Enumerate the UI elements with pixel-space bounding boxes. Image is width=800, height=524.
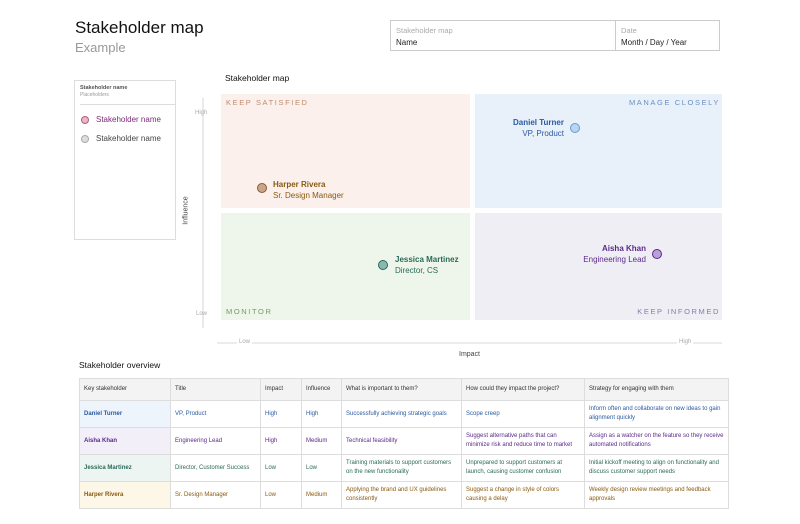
stakeholder-point[interactable] (652, 249, 662, 259)
table-cell: Sr. Design Manager (170, 481, 261, 509)
stakeholder-label: Harper Rivera Sr. Design Manager (273, 179, 344, 201)
axis-label: Low (196, 311, 208, 317)
legend-dot (81, 115, 89, 124)
page-subtitle: Example (75, 40, 126, 55)
info-cell: Date Month / Day / Year (616, 21, 719, 50)
legend-subtitle: Placeholders (80, 92, 175, 105)
overview-title: Stakeholder overview (79, 360, 161, 370)
table-cell: High (301, 400, 342, 428)
table-cell: Engineering Lead (170, 427, 261, 455)
legend-dot (81, 134, 89, 143)
column-header: How could they impact the project? (461, 378, 585, 401)
table-cell: Suggest alternative paths that can minim… (461, 427, 585, 455)
stakeholder-role: Engineering Lead (583, 255, 646, 264)
legend-panel: Stakeholder name Placeholders Stakeholde… (74, 80, 176, 240)
table-cell: High (260, 427, 302, 455)
stakeholder-name: Daniel Turner (513, 118, 564, 127)
quadrant-label: KEEP SATISFIED (226, 98, 309, 107)
stakeholder-role: Sr. Design Manager (273, 191, 344, 200)
axis-title: Impact (459, 351, 481, 358)
table-row: Harper Rivera Sr. Design Manager Low Medium… (79, 481, 729, 509)
stakeholder-cell: Daniel Turner (79, 400, 171, 428)
column-header: Key stakeholder (79, 378, 171, 401)
table-cell: Initial kickoff meeting to align on func… (584, 454, 729, 482)
quadrant (221, 213, 470, 320)
table-cell: VP, Product (170, 400, 261, 428)
info-value[interactable]: Month / Day / Year (621, 38, 687, 47)
table-cell: Unprepared to support customers at launc… (461, 454, 585, 482)
header-row: Key stakeholder Title Impact Influence What … (79, 378, 729, 401)
table-cell: Assign as a watcher on the feature so th… (584, 427, 729, 455)
stakeholder-cell: Jessica Martinez (79, 454, 171, 482)
axis-title: Influence (182, 196, 190, 225)
table-cell: Low (260, 454, 302, 482)
quadrant-label: MANAGE CLOSELY (628, 98, 720, 107)
table-cell: Applying the brand and UX guidelines con… (341, 481, 462, 509)
info-label: Date (621, 26, 637, 35)
quadrant-label: KEEP INFORMED (637, 307, 720, 316)
quadrant (475, 94, 722, 208)
stakeholder-role: VP, Product (522, 129, 564, 138)
axis-label: High (195, 110, 208, 116)
table-cell: Low (260, 481, 302, 509)
table-cell: Technical feasibility (341, 427, 462, 455)
axis-label: High (677, 339, 694, 345)
page-title: Stakeholder map (75, 18, 204, 37)
table-row: Aisha Khan Engineering Lead High Medium Tech… (79, 427, 729, 455)
stakeholder-point[interactable] (570, 123, 580, 133)
stakeholder-point[interactable] (378, 260, 388, 270)
stakeholder-label: Daniel Turner VP, Product (513, 117, 564, 139)
legend-title: Stakeholder name (80, 85, 128, 91)
info-cell: Stakeholder map Name (391, 21, 616, 50)
table-cell: Director, Customer Success (170, 454, 261, 482)
axis-label: Low (237, 339, 253, 345)
legend-item: Stakeholder name (81, 134, 175, 143)
stakeholder-role: Director, CS (395, 266, 439, 275)
stakeholder-name: Harper Rivera (273, 180, 326, 189)
legend-text: Stakeholder name (96, 134, 161, 143)
stakeholder-cell: Aisha Khan (79, 427, 171, 455)
table-row: Jessica Martinez Director, Customer Succe… (79, 454, 729, 482)
overview-table: Key stakeholder Title Impact Influence What … (79, 378, 729, 509)
stakeholder-label: Aisha Khan Engineering Lead (583, 243, 646, 265)
table-cell: Successfully achieving strategic goals (341, 400, 462, 428)
table-cell: Scope creep (461, 400, 585, 428)
table-row: Daniel Turner VP, Product High High Successf… (79, 400, 729, 428)
column-header: What is important to them? (341, 378, 462, 401)
info-box: Stakeholder map Name Date Month / Day / … (390, 20, 720, 51)
column-header: Title (170, 378, 261, 401)
legend-text: Stakeholder name (96, 115, 161, 124)
column-header: Influence (301, 378, 342, 401)
map-title: Stakeholder map (225, 73, 290, 83)
legend-item: Stakeholder name (81, 115, 175, 124)
stakeholder-point[interactable] (257, 183, 267, 193)
column-header: Impact (260, 378, 302, 401)
table-cell: Low (301, 454, 342, 482)
table-cell: Inform often and collaborate on new idea… (584, 400, 729, 428)
stakeholder-label: Jessica Martinez Director, CS (395, 254, 459, 276)
quadrant-label: MONITOR (226, 307, 273, 316)
column-header: Strategy for engaging with them (584, 378, 729, 401)
table-cell: Weekly design review meetings and feedba… (584, 481, 729, 509)
info-value[interactable]: Name (396, 38, 418, 47)
stakeholder-cell: Harper Rivera (79, 481, 171, 509)
quadrant (475, 213, 722, 320)
table-cell: High (260, 400, 302, 428)
stakeholder-name: Aisha Khan (601, 244, 646, 253)
table-cell: Training materials to support customers … (341, 454, 462, 482)
stakeholder-name: Jessica Martinez (395, 255, 459, 264)
table-cell: Medium (301, 427, 342, 455)
table-cell: Medium (301, 481, 342, 509)
table-cell: Suggest a change in style of colors caus… (461, 481, 585, 509)
info-label: Stakeholder map (396, 26, 453, 35)
